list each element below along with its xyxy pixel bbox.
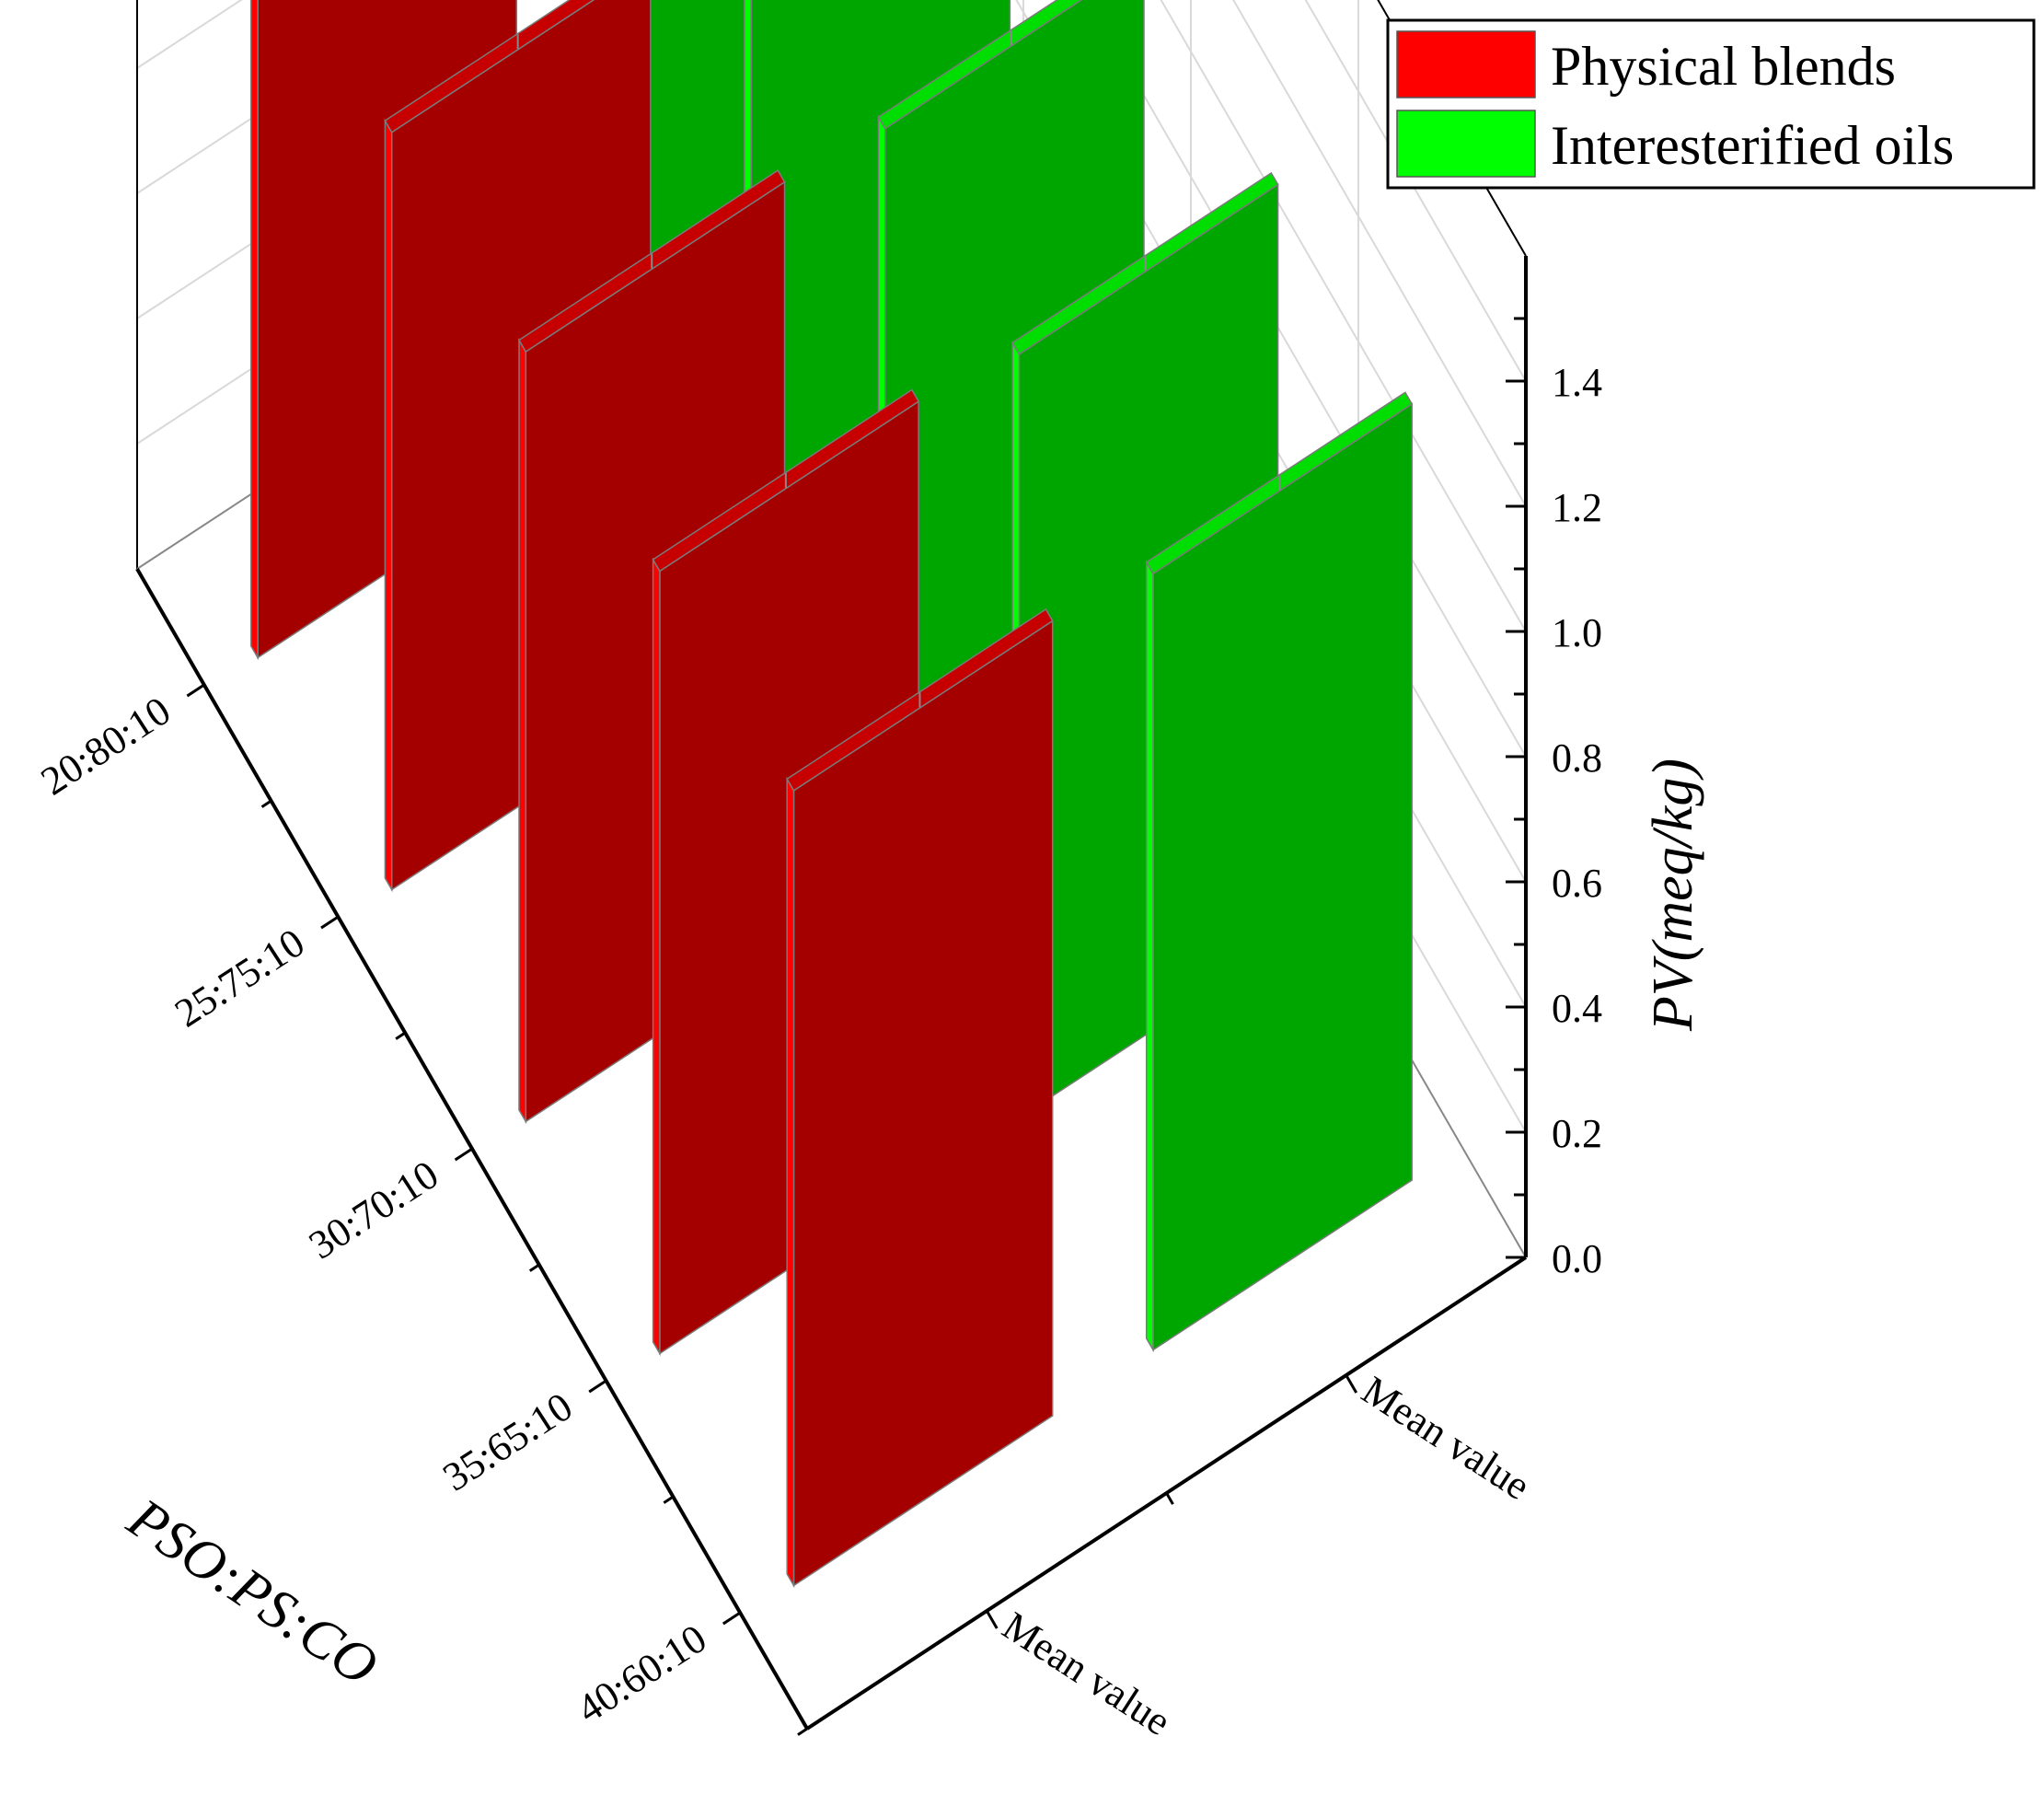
x-axis-title: PSO:PS:CO [116, 1487, 388, 1698]
x-minor-tick [395, 1031, 407, 1040]
x-minor-tick [260, 799, 272, 808]
z-tick-label: 1.0 [1552, 610, 1602, 655]
bar-top-face [384, 0, 595, 133]
z-tick-label: 1.4 [1552, 360, 1602, 405]
bar-physical-blends [786, 608, 1054, 1589]
bar-front-face [250, 0, 259, 661]
x-minor-tick [797, 1727, 808, 1736]
y-tick-label: Mean value [1354, 1367, 1538, 1509]
legend-label-interesterified-oils: Interesterified oils [1551, 115, 1954, 176]
y-tick [985, 1610, 999, 1629]
legend: Physical blends Interesterified oils [1386, 18, 2036, 190]
legend-label-physical-blends: Physical blends [1551, 36, 1896, 97]
x-tick [588, 1379, 607, 1394]
bar-interesterified-oils [1145, 391, 1414, 1353]
z-tick-label: 0.8 [1552, 735, 1602, 781]
x-tick [186, 683, 205, 698]
x-minor-tick [528, 1263, 540, 1272]
z-tick-label: 1.2 [1552, 485, 1602, 530]
bar-front-face [652, 557, 661, 1357]
x-tick [454, 1147, 473, 1162]
z-tick-label: 0.6 [1552, 861, 1602, 906]
bar-front-face [518, 337, 527, 1125]
legend-swatch-interesterified-oils [1396, 110, 1536, 178]
x-tick [722, 1611, 742, 1626]
x-tick-label: 40:60:10 [569, 1615, 714, 1731]
gridline-z [1160, 0, 1527, 632]
x-minor-tick [663, 1495, 675, 1504]
gridline-z [136, 0, 1527, 758]
y-tick [1345, 1374, 1358, 1394]
z-axis-title: PV(meq/kg) [1642, 758, 1704, 1032]
y-tick-label: Mean value [995, 1603, 1179, 1744]
legend-swatch-physical-blends [1396, 30, 1536, 98]
z-tick-label: 0.4 [1552, 986, 1602, 1031]
x-tick-label: 35:65:10 [435, 1383, 581, 1499]
bar-front-face [786, 776, 795, 1589]
x-tick-label: 25:75:10 [167, 920, 312, 1036]
x-tick [320, 915, 340, 930]
x-tick-label: 20:80:10 [33, 688, 179, 804]
y-minor-tick [1165, 1492, 1174, 1505]
bar-front-face [384, 118, 393, 893]
bars [250, 0, 1414, 1589]
gridline-z [1232, 0, 1527, 507]
bar-top-face [877, 0, 1083, 130]
z-tick-label: 0.2 [1552, 1111, 1602, 1156]
z-tick-label: 0.0 [1552, 1236, 1602, 1281]
bar-front-face [1145, 559, 1154, 1353]
x-tick-label: 30:70:10 [301, 1152, 446, 1268]
